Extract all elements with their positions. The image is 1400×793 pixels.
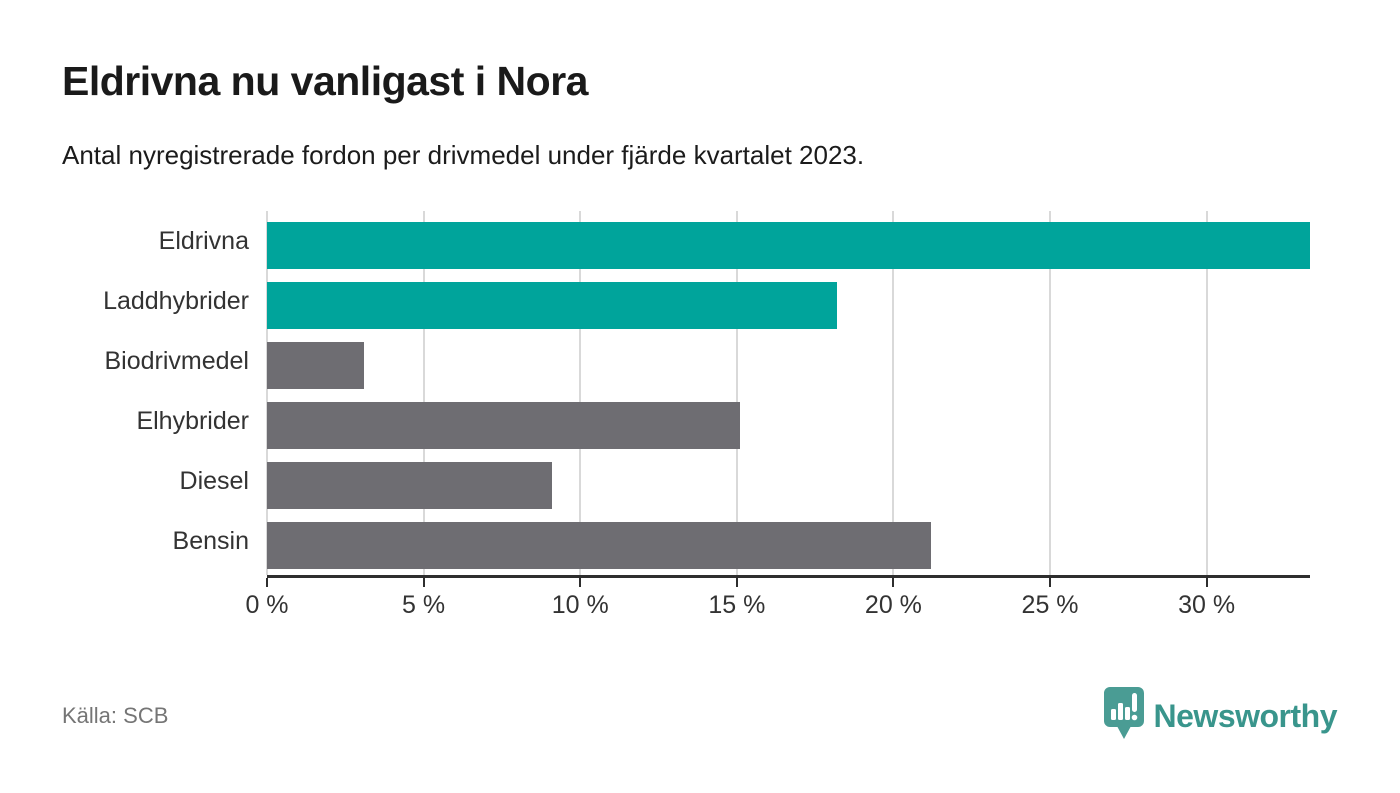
gridline bbox=[735, 211, 738, 575]
source-note: Källa: SCB bbox=[62, 703, 169, 728]
tick-mark bbox=[735, 578, 738, 587]
tick-label: 25 % bbox=[1021, 591, 1079, 619]
brand-logo: Newsworthy bbox=[1103, 686, 1338, 746]
category-label-eldrivna: Eldrivna bbox=[158, 226, 249, 255]
gridline bbox=[422, 211, 425, 575]
tick-label: 0 % bbox=[245, 591, 289, 619]
brand-name: Newsworthy bbox=[1153, 697, 1338, 734]
tick-label: 15 % bbox=[708, 591, 766, 619]
tick-mark bbox=[892, 578, 895, 587]
tick-label: 20 % bbox=[864, 591, 922, 619]
gridline bbox=[892, 211, 895, 575]
tick-mark bbox=[422, 578, 425, 587]
newsworthy-pin-chart-icon bbox=[1103, 686, 1145, 746]
gridline bbox=[1049, 211, 1052, 575]
bar-diesel bbox=[267, 462, 553, 509]
plot-area bbox=[266, 211, 1310, 578]
bar-bensin bbox=[267, 522, 931, 569]
category-label-elhybrider: Elhybrider bbox=[136, 406, 249, 435]
tick-label: 10 % bbox=[551, 591, 609, 619]
x-axis: 0 % 5 % 10 % 15 % 20 % 25 % 30 % bbox=[245, 578, 1310, 628]
gridline bbox=[579, 211, 582, 575]
chart-subtitle: Antal nyregistrerade fordon per drivmede… bbox=[62, 140, 865, 170]
tick-label: 30 % bbox=[1178, 591, 1236, 619]
bar-biodrivmedel bbox=[267, 342, 365, 389]
category-label-diesel: Diesel bbox=[179, 466, 249, 495]
gridline bbox=[1205, 211, 1208, 575]
tick-label: 5 % bbox=[402, 591, 446, 619]
chart-title: Eldrivna nu vanligast i Nora bbox=[62, 58, 588, 104]
tick-mark bbox=[1205, 578, 1208, 587]
category-label-laddhybrider: Laddhybrider bbox=[103, 286, 249, 315]
category-labels: Eldrivna Laddhybrider Biodrivmedel Elhybrid… bbox=[62, 211, 249, 575]
category-label-biodrivmedel: Biodrivmedel bbox=[104, 346, 249, 375]
bar-elhybrider bbox=[267, 402, 740, 449]
bar-eldrivna bbox=[267, 222, 1310, 269]
gridline bbox=[266, 211, 268, 575]
tick-mark bbox=[579, 578, 582, 587]
tick-mark bbox=[266, 578, 268, 587]
category-label-bensin: Bensin bbox=[172, 526, 249, 555]
tick-mark bbox=[1049, 578, 1052, 587]
bar-laddhybrider bbox=[267, 282, 838, 329]
